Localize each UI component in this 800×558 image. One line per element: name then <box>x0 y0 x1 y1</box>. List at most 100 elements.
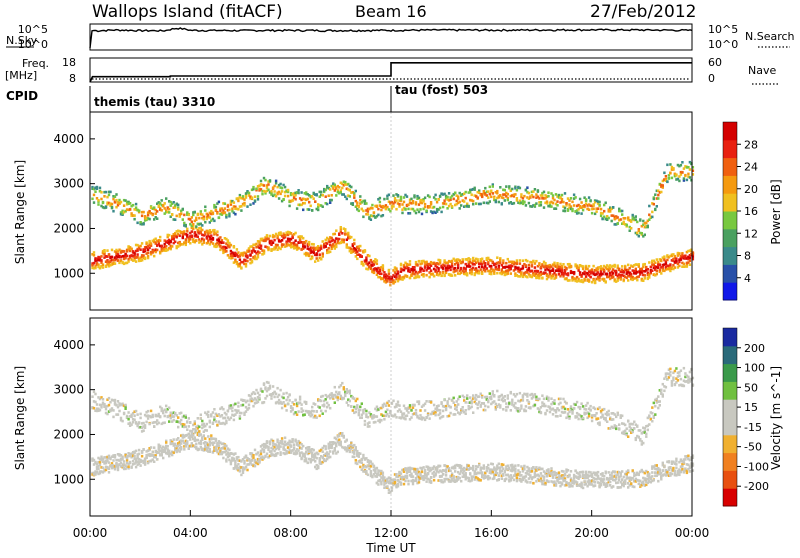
echo-cell <box>496 190 498 193</box>
echo-cell <box>638 235 640 238</box>
echo-cell <box>142 223 144 226</box>
echo-cell <box>353 456 355 459</box>
echo-cell <box>313 243 315 246</box>
echo-cell <box>114 456 116 459</box>
echo-cell <box>621 210 623 213</box>
echo-cell <box>227 254 229 257</box>
echo-cell <box>267 447 269 450</box>
echo-cell <box>459 473 461 476</box>
echo-cell <box>644 263 646 266</box>
echo-cell <box>517 464 519 467</box>
echo-cell <box>558 471 560 474</box>
echo-cell <box>683 177 685 180</box>
echo-cell <box>192 228 194 231</box>
echo-cell <box>406 477 408 480</box>
echo-cell <box>433 479 435 482</box>
echo-cell <box>582 268 584 271</box>
echo-cell <box>469 265 471 268</box>
echo-cell <box>571 485 573 488</box>
echo-cell <box>344 181 346 184</box>
echo-cell <box>612 272 614 275</box>
freq-tick-high: 18 <box>62 56 76 69</box>
echo-cell <box>100 191 102 194</box>
echo-cell <box>606 273 608 276</box>
echo-cell <box>486 267 488 270</box>
echo-cell <box>108 471 110 474</box>
echo-cell <box>284 186 286 189</box>
echo-cell <box>635 215 637 218</box>
echo-cell <box>418 211 420 214</box>
echo-cell <box>535 202 537 205</box>
echo-cell <box>573 271 575 274</box>
echo-cell <box>675 257 677 260</box>
echo-cell <box>313 197 315 200</box>
echo-cell <box>439 259 441 262</box>
echo-cell <box>489 186 491 189</box>
echo-cell <box>297 192 299 195</box>
echo-cell <box>644 274 646 277</box>
echo-cell <box>519 262 521 265</box>
echo-cell <box>362 264 364 267</box>
echo-cell <box>96 186 98 189</box>
echo-cell <box>216 234 218 237</box>
echo-cell <box>531 270 533 273</box>
echo-cell <box>165 441 167 444</box>
echo-cell <box>573 194 575 197</box>
echo-cell <box>489 200 491 203</box>
echo-cell <box>302 237 304 240</box>
echo-cell <box>99 464 101 467</box>
echo-cell <box>653 198 655 201</box>
echo-cell <box>526 186 528 189</box>
echo-cell <box>97 199 99 202</box>
echo-cell <box>328 194 330 197</box>
echo-cell <box>577 267 579 270</box>
echo-cell <box>651 211 653 214</box>
echo-cell <box>678 180 680 183</box>
echo-cell <box>138 453 140 456</box>
echo-cell <box>230 244 232 247</box>
cpid-segment-2: tau (fost) 503 <box>395 83 488 97</box>
echo-cell <box>490 196 492 199</box>
echo-cell <box>311 195 313 198</box>
echo-cell <box>370 460 372 463</box>
echo-cell <box>361 461 363 464</box>
echo-cell <box>462 261 464 264</box>
echo-cell <box>468 205 470 208</box>
echo-cell <box>648 261 650 264</box>
echo-cell <box>499 262 501 265</box>
echo-cell <box>299 454 301 457</box>
echo-cell <box>540 472 542 475</box>
echo-cell <box>412 475 414 478</box>
echo-cell <box>365 256 367 259</box>
echo-cell <box>403 201 405 204</box>
echo-cell <box>614 264 616 267</box>
echo-cell <box>142 448 144 451</box>
echo-cell <box>562 201 564 204</box>
echo-cell <box>111 256 113 259</box>
echo-cell <box>300 458 302 461</box>
echo-cell <box>102 266 104 269</box>
echo-cell <box>522 259 524 262</box>
echo-cell <box>425 210 427 213</box>
echo-cell <box>130 466 132 469</box>
echo-cell <box>382 472 384 475</box>
echo-cell <box>319 458 321 461</box>
echo-cell <box>258 461 260 464</box>
echo-cell <box>194 211 196 214</box>
echo-cell <box>168 234 170 237</box>
echo-cell <box>547 276 549 279</box>
echo-cell <box>480 203 482 206</box>
echo-cell <box>642 266 644 269</box>
echo-cell <box>394 197 396 200</box>
echo-cell <box>294 194 296 197</box>
echo-cell <box>388 270 390 273</box>
echo-cell <box>514 470 516 473</box>
echo-cell <box>480 479 482 482</box>
echo-cell <box>612 275 614 278</box>
echo-cell <box>443 275 445 278</box>
echo-cell <box>224 202 226 205</box>
echo-cell <box>322 252 324 255</box>
echo-cell <box>406 275 408 278</box>
echo-cell <box>407 480 409 483</box>
echo-cell <box>544 482 546 485</box>
